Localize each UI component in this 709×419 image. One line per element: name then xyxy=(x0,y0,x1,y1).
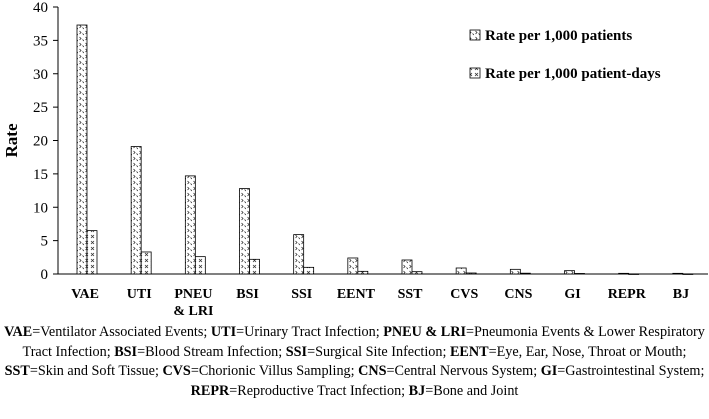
plot-area: 0 5 10 15 20 25 30 35 40 Rate VAE UTI PNEU & LRI BSI SS… xyxy=(2,0,708,319)
bar xyxy=(401,259,413,275)
y-tick-label: 35 xyxy=(33,33,48,49)
footnote-definition: =Pneumonia Events & Lower Respiratory Tr… xyxy=(22,324,705,360)
footnote-abbr: CNS xyxy=(358,363,387,379)
bar xyxy=(184,175,196,275)
x-tick-label: SST xyxy=(398,287,424,302)
bar xyxy=(357,270,369,275)
bar xyxy=(519,272,531,275)
bar xyxy=(86,230,98,275)
bar xyxy=(130,146,142,275)
y-tick-label: 15 xyxy=(33,167,48,183)
bar xyxy=(411,271,423,275)
bar xyxy=(682,273,694,275)
bar xyxy=(618,272,630,275)
x-tick-label: SSI xyxy=(291,287,312,302)
x-tick-label: UTI xyxy=(127,287,152,302)
footnote-definition: =Skin and Soft Tissue; xyxy=(29,363,163,379)
legend-label: Rate per 1,000 patient-days xyxy=(485,66,661,82)
x-tick-label: CNS xyxy=(504,287,532,302)
footnote-abbr: REPR xyxy=(190,382,230,399)
abbreviation-footnote: VAE=Ventilator Associated Events; UTI=Ur… xyxy=(0,323,709,401)
footnote-definition: =Reproductive Tract Infection; xyxy=(229,382,409,399)
y-axis-label: Rate xyxy=(2,123,21,157)
bar xyxy=(564,270,575,275)
y-tick-label: 40 xyxy=(33,0,48,16)
footnote-definition: =Eye, Ear, Nose, Throat or Mouth; xyxy=(488,343,687,360)
bar xyxy=(194,256,206,275)
footnote-abbr: PNEU & LRI xyxy=(383,324,466,340)
y-tick-label: 30 xyxy=(33,67,48,83)
bar xyxy=(76,24,88,275)
legend-label: Rate per 1,000 patients xyxy=(485,28,632,44)
y-tick-label: 5 xyxy=(41,234,49,250)
footnote-abbr: UTI xyxy=(210,324,237,340)
bar xyxy=(455,267,467,275)
footnote-abbr: CVS xyxy=(162,363,191,379)
bar xyxy=(140,251,152,275)
footnote-abbr: SSI xyxy=(285,343,308,360)
footnote-abbr: VAE xyxy=(4,324,33,340)
y-tick-label: 25 xyxy=(33,100,48,116)
x-tick-label: EENT xyxy=(337,287,376,302)
y-tick-label: 20 xyxy=(33,134,48,150)
footnote-abbr: BJ xyxy=(408,382,426,399)
x-tick-label: BJ xyxy=(673,287,689,302)
x-tick-label: GI xyxy=(564,287,580,302)
footnote-definition: =Surgical Site Infection; xyxy=(307,343,450,360)
bar xyxy=(239,188,250,275)
footnote-definition: =Blood Stream Infection; xyxy=(137,343,286,360)
footnote-abbr: EENT xyxy=(449,343,489,360)
bar xyxy=(628,273,640,275)
footnote-abbr: BSI xyxy=(114,343,138,360)
bar-chart: 0 5 10 15 20 25 30 35 40 Rate VAE UTI PNEU & LRI BSI SS… xyxy=(2,0,708,319)
bar xyxy=(465,272,477,275)
footnote-definition: =Urinary Tract Infection; xyxy=(236,324,384,340)
x-tick-label: BSI xyxy=(236,287,259,302)
x-tick-label: VAE xyxy=(71,287,99,302)
x-tick-label: CVS xyxy=(450,287,478,302)
bar xyxy=(293,234,305,275)
legend: Rate per 1,000 patients Rate per 1,000 pa… xyxy=(469,28,661,82)
bar xyxy=(574,273,585,275)
footnote-definition: =Bone and Joint xyxy=(425,382,519,399)
x-tick-label: PNEU & LRI xyxy=(173,287,213,319)
legend-swatch xyxy=(469,29,481,41)
footnote-abbr: GI xyxy=(540,363,558,379)
bar xyxy=(509,268,521,275)
footnote-definition: =Chorionic Villus Sampling; xyxy=(190,363,359,379)
bar xyxy=(672,272,684,275)
footnote-abbr: SST xyxy=(4,363,30,379)
y-tick-label: 10 xyxy=(33,200,48,216)
bar xyxy=(347,257,359,275)
bar xyxy=(303,266,315,275)
y-tick-label: 0 xyxy=(41,267,49,283)
legend-swatch xyxy=(469,67,481,79)
footnote-definition: =Gastrointestinal System; xyxy=(557,363,705,379)
bar xyxy=(249,258,260,275)
footnote-definition: =Ventilator Associated Events; xyxy=(32,324,211,340)
footnote-definition: =Central Nervous System; xyxy=(386,363,541,379)
x-tick-label: REPR xyxy=(608,287,647,302)
